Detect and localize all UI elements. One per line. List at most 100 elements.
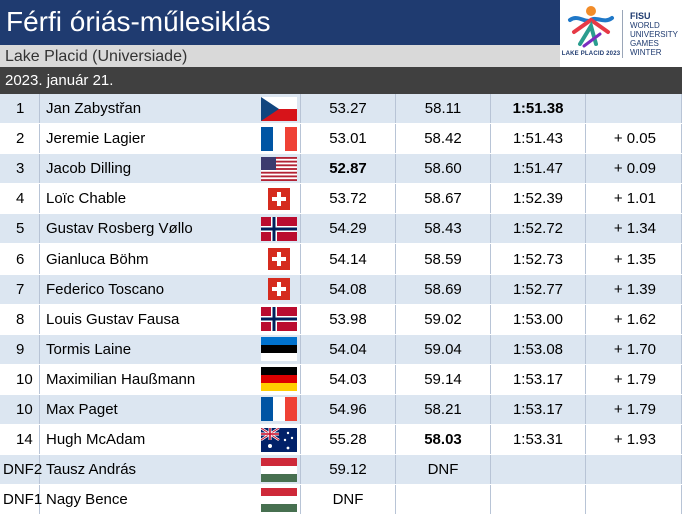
table-row: 6 Gianluca Böhm 54.14 58.59 1:52.73 + 1.35 xyxy=(0,244,682,275)
run1-time: 53.01 xyxy=(300,124,395,154)
title-bar: Férfi óriás-műlesiklás xyxy=(0,0,560,45)
run2-time: DNF xyxy=(395,455,490,485)
rank-cell: 7 xyxy=(0,274,40,304)
fisu-line: WINTER xyxy=(630,48,662,57)
time-difference: + 1.35 xyxy=(585,244,682,274)
run2-time: 58.43 xyxy=(395,214,490,244)
table-row: 9 Tormis Laine 54.04 59.04 1:53.08 + 1.70 xyxy=(0,334,682,365)
time-difference xyxy=(585,485,682,514)
date-bar: 2023. január 21. xyxy=(0,67,682,94)
fisu-line: UNIVERSITY xyxy=(630,30,679,39)
athlete-name: Tausz András xyxy=(46,461,137,479)
athlete-name: Jacob Dilling xyxy=(46,160,132,178)
table-row: 10 Max Paget 54.96 58.21 1:53.17 + 1.79 xyxy=(0,394,682,426)
australia-flag-icon xyxy=(258,425,300,454)
run2-time: 59.02 xyxy=(395,304,490,334)
run1-time: 54.29 xyxy=(300,214,395,244)
table-row: 3 Jacob Dilling 52.87 58.60 1:51.47 + 0.09 xyxy=(0,154,682,185)
athlete-name: Loïc Chable xyxy=(46,190,127,208)
time-difference: + 1.62 xyxy=(585,304,682,334)
total-time: 1:51.47 xyxy=(490,154,585,184)
logo-divider xyxy=(622,10,623,58)
total-time xyxy=(490,485,585,514)
fisu-line: GAMES xyxy=(630,39,659,48)
run2-time xyxy=(395,485,490,514)
total-time: 1:53.17 xyxy=(490,394,585,425)
athlete-name: Jan Zabystřan xyxy=(46,100,142,118)
germany-flag-icon xyxy=(258,365,300,394)
run1-time: 54.14 xyxy=(300,244,395,274)
time-difference: + 1.34 xyxy=(585,214,682,244)
total-time: 1:51.43 xyxy=(490,124,585,154)
time-difference: + 1.39 xyxy=(585,274,682,304)
table-row: DNF1 Nagy Bence DNF xyxy=(0,485,682,514)
total-time: 1:52.73 xyxy=(490,244,585,274)
total-time: 1:52.72 xyxy=(490,214,585,244)
time-difference: + 0.05 xyxy=(585,124,682,154)
table-row: 1 Jan Zabystřan 53.27 58.11 1:51.38 xyxy=(0,94,682,125)
usa-flag-icon xyxy=(258,154,300,183)
time-difference: + 1.79 xyxy=(585,394,682,425)
total-time: 1:53.00 xyxy=(490,304,585,334)
lake-placid-logo-icon xyxy=(568,6,614,48)
athlete-name: Federico Toscano xyxy=(46,280,165,298)
athlete-name: Louis Gustav Fausa xyxy=(46,310,180,328)
run2-time: 59.04 xyxy=(395,334,490,364)
rank-cell: 14 xyxy=(0,425,40,455)
rank-cell: 6 xyxy=(0,244,40,274)
rank-cell: 8 xyxy=(0,304,40,334)
switzerland-flag-icon xyxy=(258,244,300,273)
rank-cell: DNF2 xyxy=(0,455,42,485)
total-time: 1:53.08 xyxy=(490,334,585,364)
run2-time: 58.59 xyxy=(395,244,490,274)
total-time: 1:53.17 xyxy=(490,364,585,394)
run1-time: 52.87 xyxy=(300,154,395,184)
rank-cell: 3 xyxy=(0,154,40,184)
run1-time: 54.03 xyxy=(300,364,395,394)
run2-time: 58.21 xyxy=(395,394,490,425)
run2-time: 58.42 xyxy=(395,124,490,154)
time-difference: + 1.79 xyxy=(585,364,682,394)
athlete-name: Max Paget xyxy=(46,400,118,418)
run1-time: 53.98 xyxy=(300,304,395,334)
total-time: 1:53.31 xyxy=(490,425,585,455)
switzerland-flag-icon xyxy=(258,275,300,304)
run2-time: 58.67 xyxy=(395,184,490,214)
event-subtitle: Lake Placid (Universiade) xyxy=(5,48,188,65)
rank-cell: 10 xyxy=(0,394,40,425)
total-time xyxy=(490,455,585,485)
hungary-flag-icon xyxy=(258,485,300,514)
run1-time: 53.72 xyxy=(300,184,395,214)
time-difference xyxy=(585,455,682,485)
hungary-flag-icon xyxy=(258,455,300,484)
run1-time: 59.12 xyxy=(300,455,395,485)
athlete-name: Hugh McAdam xyxy=(46,431,146,449)
run2-time: 58.69 xyxy=(395,274,490,304)
athlete-name: Jeremie Lagier xyxy=(46,130,146,148)
run2-time: 58.03 xyxy=(395,425,490,455)
norway-flag-icon xyxy=(258,214,300,243)
run1-time: 55.28 xyxy=(300,425,395,455)
run1-time: 54.04 xyxy=(300,334,395,364)
time-difference: + 1.01 xyxy=(585,184,682,214)
table-row: 7 Federico Toscano 54.08 58.69 1:52.77 + 1.39 xyxy=(0,274,682,305)
rank-cell: 9 xyxy=(0,334,40,364)
rank-cell: 10 xyxy=(0,364,40,394)
fisu-logo: LAKE PLACID 2023 FISU WORLD UNIVERSITY G… xyxy=(560,0,682,67)
subtitle-bar: Lake Placid (Universiade) xyxy=(0,45,560,67)
run2-time: 58.60 xyxy=(395,154,490,184)
fisu-text: FISU WORLD UNIVERSITY GAMES WINTER xyxy=(630,11,679,58)
run1-time: 53.27 xyxy=(300,94,395,124)
athlete-name: Maximilian Haußmann xyxy=(46,370,196,388)
table-row: 4 Loïc Chable 53.72 58.67 1:52.39 + 1.01 xyxy=(0,184,682,215)
fisu-brand: FISU xyxy=(630,11,651,21)
time-difference: + 1.70 xyxy=(585,334,682,364)
run2-time: 58.11 xyxy=(395,94,490,124)
czech-flag-icon xyxy=(258,94,300,123)
table-row: 8 Louis Gustav Fausa 53.98 59.02 1:53.00 + 1.… xyxy=(0,304,682,335)
switzerland-flag-icon xyxy=(258,184,300,213)
france-flag-icon xyxy=(258,124,300,153)
table-row: 14 Hugh McAdam 55.28 58.03 1:53.31 + 1.93 xyxy=(0,425,682,456)
rank-cell: DNF1 xyxy=(0,485,42,514)
table-row: 10 Maximilian Haußmann 54.03 59.14 1:53.17 + … xyxy=(0,364,682,395)
